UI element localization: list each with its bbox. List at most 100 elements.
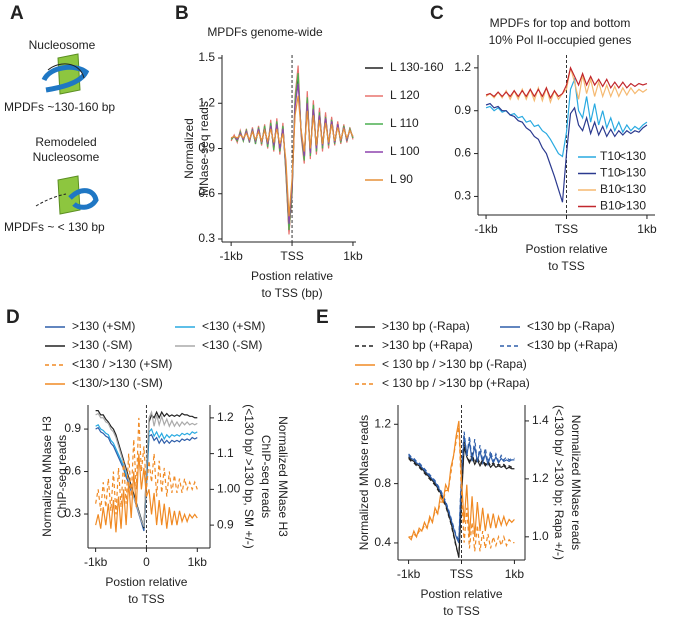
label: Remodeled — [35, 135, 96, 149]
y2-axis-label: Normalized MNase reads — [569, 415, 583, 550]
x-axis-label: Postion relative — [420, 587, 502, 601]
legend-fragment: >130 — [619, 166, 646, 180]
y2-tick-label: 1.1 — [217, 446, 234, 460]
y-tick-label: 0.8 — [374, 476, 391, 490]
y-axis-label: Normalized — [182, 118, 196, 179]
panel-letter: C — [430, 3, 444, 24]
y-tick-label: 0.6 — [64, 464, 81, 478]
series-line — [95, 417, 198, 515]
y-tick-label: 1.2 — [374, 416, 391, 430]
legend-label: <130/>130 (-SM) — [72, 376, 163, 390]
x-axis-label: to TSS — [548, 259, 584, 273]
y2-tick-label: 1.4 — [532, 413, 549, 427]
series-line — [408, 441, 515, 557]
label: Nucleosome — [33, 150, 100, 164]
series-line — [485, 76, 648, 158]
chart-title: MPDFs genome-wide — [207, 25, 323, 39]
legend-label: L 130-160 — [390, 60, 444, 74]
x-axis-label: Postion relative — [105, 575, 187, 589]
x-tick-label: 1kb — [188, 555, 208, 569]
legend-label: <130 (-SM) — [202, 338, 262, 352]
legend-label: B10 — [600, 199, 622, 213]
y-tick-label: 0.9 — [64, 421, 81, 435]
y-tick-label: 1.2 — [454, 60, 471, 74]
legend-label: L 110 — [390, 116, 419, 130]
y2-tick-label: 0.9 — [217, 517, 234, 531]
legend-label: < 130 bp / >130 bp (+Rapa) — [382, 376, 530, 390]
x-tick-label: 1kb — [343, 249, 363, 263]
legend-fragment: >130 — [619, 199, 646, 213]
legend-label: >130 bp (+Rapa) — [382, 338, 473, 352]
y2-axis-label: (<130 bp/ >130 bp; Rapa +/-) — [552, 405, 566, 560]
nucleosome-icon — [41, 53, 90, 95]
series-line — [95, 410, 198, 528]
x-tick-label: 1kb — [505, 567, 525, 581]
y2-tick-label: 1.00 — [217, 482, 241, 496]
y-tick-label: 1.2 — [198, 95, 215, 109]
legend-label: T10 — [600, 149, 621, 163]
legend-label: < 130 bp / >130 bp (-Rapa) — [382, 357, 527, 371]
legend-label: T10 — [600, 166, 621, 180]
y-axis-label: Normalized MNase H3 — [40, 416, 54, 537]
y2-tick-label: 1.2 — [217, 410, 234, 424]
x-tick-label: -1kb — [219, 249, 243, 263]
panel-letter: A — [10, 3, 24, 24]
x-axis-label: to TSS — [128, 592, 164, 606]
legend-label: >130 (+SM) — [72, 319, 135, 333]
x-tick-label: -1kb — [397, 567, 421, 581]
legend-label: <130 (+SM) — [202, 319, 265, 333]
legend-label: >130 bp (-Rapa) — [382, 319, 470, 333]
chart: B MPDFs genome-wide 0.3 0.6 0.9 1.2 1.5 -1kb TSS… — [175, 3, 444, 300]
legend-label: L 90 — [390, 172, 413, 186]
panel-letter: B — [175, 3, 189, 24]
series-line — [408, 431, 515, 543]
x-axis-label: to TSS (bp) — [261, 286, 322, 300]
chart-title: 10% Pol II-occupied genes — [489, 33, 632, 47]
x-tick-label: -1kb — [474, 222, 498, 236]
y-axis-label: MNase-seq reads — [197, 101, 211, 196]
legend-label: L 120 — [390, 88, 420, 102]
legend-label: <130 bp (-Rapa) — [527, 319, 615, 333]
y2-tick-label: 1.2 — [532, 471, 549, 485]
chart-title: MPDFs for top and bottom — [490, 16, 631, 30]
y2-axis-label: ChIP-seq reads — [259, 435, 273, 518]
y-axis-label: Normalized MNase reads — [357, 415, 371, 550]
x-tick-label: TSS — [555, 222, 578, 236]
series-line — [408, 426, 515, 552]
y2-axis-label: Normalized MNase H3 — [276, 416, 290, 537]
legend-fragment: <130 — [619, 182, 646, 196]
x-axis-label: Postion relative — [251, 269, 333, 283]
x-tick-label: 1kb — [637, 222, 657, 236]
y-tick-label: 1.5 — [198, 50, 215, 64]
x-tick-label: TSS — [450, 567, 473, 581]
series-line — [230, 76, 354, 232]
legend-label: L 100 — [390, 144, 420, 158]
series-line — [485, 66, 648, 100]
series-line — [95, 453, 198, 533]
y-tick-label: 0.3 — [64, 506, 81, 520]
legend-label: B10 — [600, 182, 622, 196]
y-tick-label: 0.6 — [198, 186, 215, 200]
caption: MPDFs ~130-160 bp — [4, 100, 115, 114]
y2-tick-label: 1.0 — [532, 529, 549, 543]
series-line — [230, 95, 354, 217]
chart: C MPDFs for top and bottom 10% Pol II-occu… — [430, 3, 657, 273]
series-line — [485, 102, 648, 203]
x-axis-label: Postion relative — [525, 242, 607, 256]
y-tick-label: 0.3 — [454, 189, 471, 203]
legend-label: <130 / >130 (+SM) — [72, 357, 172, 371]
caption: MPDFs ~ < 130 bp — [4, 220, 105, 234]
y-tick-label: 0.9 — [198, 141, 215, 155]
x-axis-label: to TSS — [443, 604, 479, 618]
legend-label: >130 (-SM) — [72, 338, 132, 352]
legend-label: <130 bp (+Rapa) — [527, 338, 618, 352]
panel-a: A Nucleosome MPDFs ~130-160 bp Remodeled… — [4, 3, 115, 234]
legend-fragment: <130 — [619, 149, 646, 163]
x-tick-label: TSS — [280, 249, 303, 263]
label: Nucleosome — [29, 38, 96, 52]
y2-axis-label: (<130 bp/ >130 bp, SM +/-) — [242, 404, 256, 548]
x-tick-label: -1kb — [84, 555, 108, 569]
